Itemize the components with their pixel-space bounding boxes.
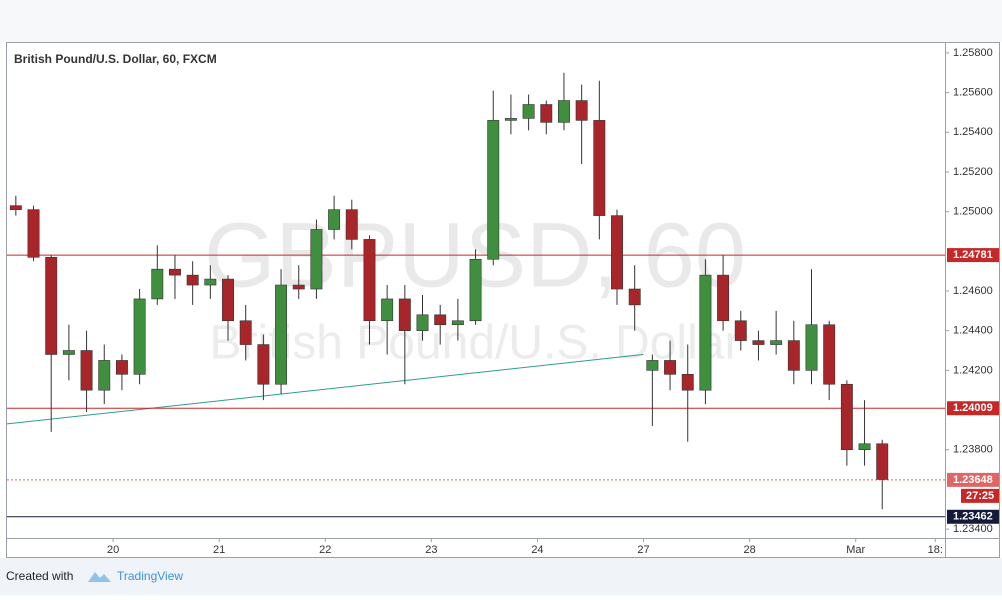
candle-body xyxy=(381,298,394,322)
candle-body xyxy=(487,120,500,260)
countdown-box xyxy=(961,488,999,503)
price-label: 1.23462 xyxy=(953,511,993,523)
candle-body xyxy=(416,314,429,331)
x-tick-label: 28 xyxy=(743,544,755,556)
chart-title: British Pound/U.S. Dollar, 60, FXCM xyxy=(14,52,217,66)
countdown: 27:25 xyxy=(966,490,994,502)
candle-body xyxy=(858,443,871,451)
candle-body xyxy=(45,256,58,355)
candle-body xyxy=(292,284,305,290)
price-label: 1.24781 xyxy=(953,249,993,261)
x-tick-label: 22 xyxy=(319,544,331,556)
candle-body xyxy=(151,268,164,300)
y-tick-label: 1.25200 xyxy=(953,166,993,178)
candle-body xyxy=(186,274,199,286)
price-label: 1.24009 xyxy=(953,402,993,414)
x-tick-label: 20 xyxy=(107,544,119,556)
candle-body xyxy=(593,120,606,216)
y-tick-label: 1.24600 xyxy=(953,285,993,297)
candle-body xyxy=(345,209,358,240)
candle-body xyxy=(752,340,765,345)
candle-body xyxy=(628,288,641,306)
candle-body xyxy=(787,340,800,371)
footer-prefix: Created with xyxy=(6,569,73,583)
candle-body xyxy=(540,104,553,123)
candle-body xyxy=(133,298,146,375)
watermark-description: British Pound/U.S. Dollar xyxy=(210,317,741,370)
y-tick-label: 1.25600 xyxy=(953,87,993,99)
candle-body xyxy=(575,100,588,121)
candle-body xyxy=(522,104,535,119)
footer-brand[interactable]: TradingView xyxy=(117,569,183,583)
price-label-box xyxy=(947,472,999,487)
candle-body xyxy=(770,340,783,345)
top-bar xyxy=(0,0,1002,42)
x-tick-label: 27 xyxy=(637,544,649,556)
candle-body xyxy=(451,320,464,326)
candle-body xyxy=(9,205,22,210)
tradingview-logo xyxy=(88,572,111,582)
x-tick-label: 21 xyxy=(213,544,225,556)
candle-body xyxy=(62,350,75,355)
candle-body xyxy=(469,258,482,322)
footer-bar xyxy=(0,558,1002,595)
candle-body xyxy=(239,320,252,345)
candle-body xyxy=(310,229,323,290)
y-tick-label: 1.25800 xyxy=(953,47,993,59)
candle-body xyxy=(222,278,234,322)
candle-body xyxy=(840,383,853,451)
x-tick-label: 24 xyxy=(531,544,543,556)
x-tick-label: 23 xyxy=(425,544,437,556)
candle-body xyxy=(363,239,376,322)
candle-body xyxy=(98,360,111,391)
price-label: 1.23648 xyxy=(953,474,993,486)
candle-body xyxy=(823,324,836,385)
candle-body xyxy=(805,324,818,371)
x-tick-label: Mar xyxy=(846,544,865,556)
candle-body xyxy=(611,215,623,290)
candle-body xyxy=(734,320,747,341)
candle-body xyxy=(558,100,570,123)
candle-body xyxy=(275,284,288,385)
candle-body xyxy=(169,268,181,276)
candle-body xyxy=(664,360,677,375)
candle-body xyxy=(27,209,40,258)
candle-body xyxy=(257,344,270,385)
candle-body xyxy=(204,278,217,286)
candle-body xyxy=(80,350,93,391)
candle-body xyxy=(398,298,411,331)
price-label-box xyxy=(947,401,999,416)
x-tick-label: 18: xyxy=(928,544,943,556)
trend-line xyxy=(6,353,644,425)
candle-body xyxy=(646,360,659,371)
y-tick-label: 1.23400 xyxy=(953,523,993,535)
candle-body xyxy=(434,314,447,326)
y-tick-label: 1.25400 xyxy=(953,126,993,138)
candle-body xyxy=(699,274,712,391)
y-tick-label: 1.23800 xyxy=(953,444,993,456)
candle-body xyxy=(681,374,694,391)
candle-body xyxy=(115,360,128,375)
y-tick-label: 1.24200 xyxy=(953,364,993,376)
y-tick-label: 1.24400 xyxy=(953,325,993,337)
candle-body xyxy=(717,274,730,322)
price-label-box xyxy=(947,248,999,263)
price-label-box xyxy=(947,509,999,524)
chart-frame xyxy=(6,42,1000,558)
y-tick-label: 1.25000 xyxy=(953,206,993,218)
candle-body xyxy=(504,118,517,121)
candle-body xyxy=(328,209,341,230)
candle-body xyxy=(876,443,889,480)
